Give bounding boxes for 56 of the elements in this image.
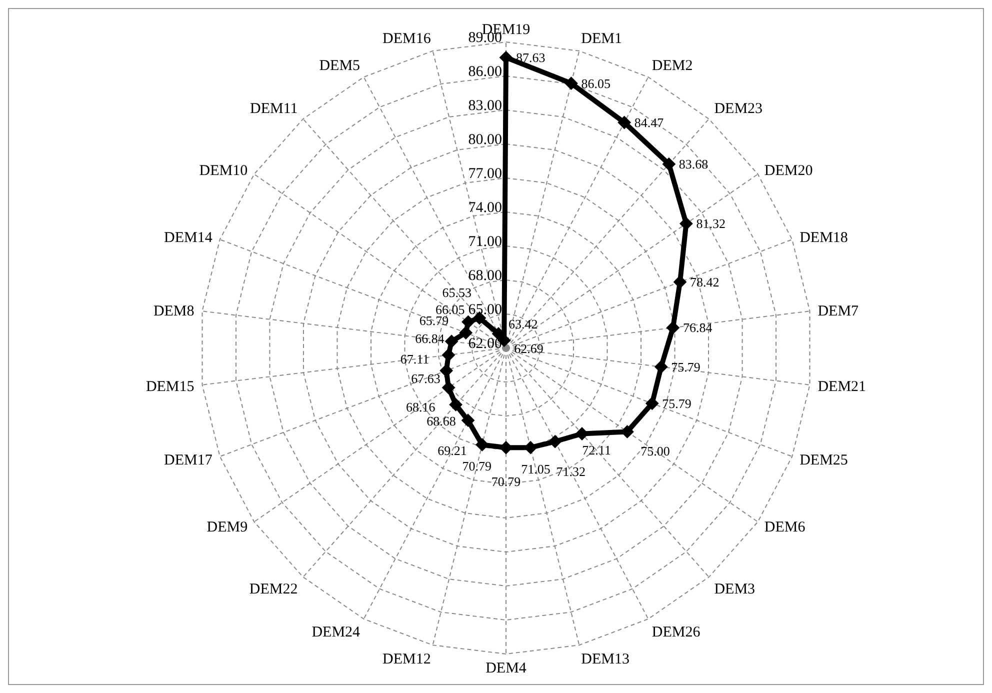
- spoke-label: DEM26: [652, 624, 701, 641]
- data-label: 67.63: [411, 370, 440, 386]
- spoke-label: DEM22: [249, 582, 298, 598]
- spoke-label: DEM6: [764, 520, 806, 536]
- spoke-label: DEM17: [164, 452, 213, 469]
- spoke-label: DEM8: [153, 303, 194, 320]
- data-label: 75.79: [662, 396, 692, 411]
- data-label: 75.79: [671, 359, 700, 374]
- spoke-label: DEM1: [581, 31, 622, 48]
- y-tick-label: 77.00: [468, 166, 502, 182]
- y-tick-label: 68.00: [468, 268, 502, 284]
- y-tick-label: 74.00: [468, 200, 502, 216]
- data-label: 68.16: [406, 399, 436, 414]
- data-label: 75.00: [640, 444, 670, 459]
- spoke-label: DEM2: [652, 58, 693, 74]
- y-tick-label: 65.00: [468, 302, 502, 318]
- spoke-label: DEM4: [486, 660, 527, 677]
- spoke-label: DEM20: [764, 162, 813, 179]
- y-tick-label: 71.00: [468, 234, 502, 250]
- data-label: 70.79: [491, 474, 521, 490]
- spoke-label: DEM3: [714, 582, 756, 598]
- data-label: 67.11: [400, 352, 430, 367]
- spoke-label: DEM11: [250, 100, 298, 117]
- spoke-label: DEM12: [382, 652, 431, 668]
- data-label: 84.47: [634, 115, 664, 130]
- spoke-label: DEM10: [199, 162, 248, 179]
- data-label: 66.84: [415, 331, 445, 346]
- data-label: 71.32: [556, 464, 586, 480]
- data-label: 65.53: [442, 285, 472, 300]
- spoke-label: DEM21: [818, 379, 866, 396]
- y-tick-label: 86.00: [468, 64, 502, 80]
- spoke-label: DEM16: [382, 31, 432, 48]
- y-tick-label: 80.00: [468, 132, 502, 148]
- spoke-label: DEM24: [312, 624, 361, 641]
- spoke-label: DEM18: [800, 230, 848, 246]
- data-label: 72.11: [582, 442, 611, 458]
- data-label: 78.42: [690, 274, 720, 290]
- spoke-label: DEM13: [581, 652, 630, 668]
- spoke-label: DEM25: [800, 452, 848, 469]
- data-label: 76.84: [682, 320, 713, 336]
- data-label: 62.69: [514, 340, 544, 356]
- y-tick-label: 83.00: [468, 98, 502, 114]
- data-label: 86.05: [581, 76, 610, 91]
- spoke-label: DEM14: [164, 230, 213, 246]
- spoke-label: DEM23: [714, 100, 763, 117]
- data-label: 71.05: [521, 461, 550, 476]
- data-label: 83.68: [678, 156, 708, 172]
- data-label: 81.32: [696, 216, 726, 232]
- spoke-label: DEM15: [146, 379, 194, 396]
- spoke-label: DEM5: [319, 58, 360, 74]
- data-label: 63.42: [508, 316, 538, 332]
- data-label: 68.68: [426, 414, 456, 429]
- data-label: 70.79: [462, 458, 492, 474]
- spoke-label: DEM9: [206, 520, 248, 536]
- spoke-label: DEM7: [818, 303, 860, 320]
- data-label: 69.21: [438, 442, 467, 458]
